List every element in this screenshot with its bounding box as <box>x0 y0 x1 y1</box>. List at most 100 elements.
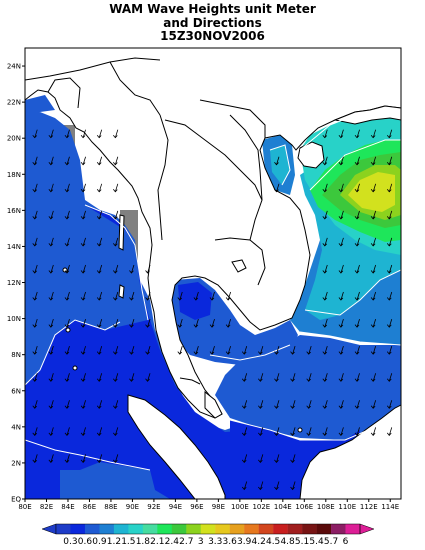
hainan-island <box>297 141 325 169</box>
colorbar-label: 0.9 <box>92 537 107 547</box>
direction-arrow <box>258 400 264 409</box>
direction-arrow <box>80 400 86 409</box>
direction-arrow <box>338 237 344 247</box>
direction-arrow <box>338 291 344 301</box>
direction-arrow <box>48 291 54 301</box>
colorbar-label: 3.6 <box>223 537 238 547</box>
map-frame <box>24 47 402 500</box>
x-tick-label: 86E <box>83 503 96 511</box>
gulf-of-tonkin-cyan-field <box>270 145 290 185</box>
x-tick-label: 106E <box>295 503 313 511</box>
colorbar-label: 2.7 <box>179 537 193 547</box>
direction-arrow <box>177 318 183 328</box>
direction-arrow <box>177 346 183 355</box>
direction-arrow <box>258 346 264 355</box>
direction-arrow <box>338 156 344 166</box>
direction-arrow <box>241 481 248 491</box>
direction-arrow <box>64 183 70 193</box>
direction-arrow <box>48 318 54 328</box>
wave-direction-arrows <box>32 129 393 491</box>
mainland-asia <box>25 48 401 419</box>
x-tick-label: 94E <box>169 503 182 511</box>
direction-arrow <box>80 210 86 220</box>
colorbar-swatch <box>229 524 245 534</box>
direction-arrow <box>354 400 360 409</box>
direction-arrow <box>386 129 393 139</box>
colorbar-label: 2.1 <box>150 537 164 547</box>
map-plot-area <box>25 48 401 499</box>
direction-arrow <box>290 346 296 355</box>
island-marker <box>65 327 71 333</box>
sumatra-island <box>127 394 226 499</box>
direction-arrow <box>386 237 393 247</box>
direction-arrow <box>274 454 280 464</box>
colorbar-swatch <box>345 524 361 534</box>
direction-arrow <box>241 373 248 382</box>
x-tick-label: 110E <box>338 503 356 511</box>
direction-arrow <box>80 183 86 193</box>
direction-arrow <box>80 156 86 166</box>
direction-arrow <box>64 156 70 166</box>
x-tick-label: 92E <box>147 503 160 511</box>
colorbar-label: 5.1 <box>295 537 309 547</box>
direction-arrow <box>129 346 135 355</box>
direction-arrow <box>338 427 344 436</box>
island-marker <box>72 365 78 371</box>
direction-arrow <box>48 373 54 382</box>
direction-arrow <box>129 291 135 301</box>
direction-arrow <box>32 346 38 355</box>
border-bangladesh <box>47 77 81 109</box>
colorbar-swatch <box>215 524 230 534</box>
direction-arrow <box>48 264 54 274</box>
contour-line <box>299 331 401 346</box>
direction-arrow <box>48 237 54 247</box>
direction-arrow <box>96 156 103 166</box>
direction-arrow <box>64 291 70 301</box>
direction-arrow <box>354 156 360 166</box>
direction-arrow <box>322 373 328 382</box>
direction-arrow <box>113 129 119 139</box>
northern-bay-field <box>25 95 55 118</box>
direction-arrow <box>338 210 344 220</box>
direction-arrow <box>64 346 70 355</box>
direction-arrow <box>113 210 119 220</box>
direction-arrow <box>80 373 86 382</box>
direction-arrow <box>96 373 103 382</box>
colorbar-swatch <box>157 524 173 534</box>
y-tick-label: 20N <box>7 135 21 143</box>
direction-arrow <box>370 346 377 355</box>
x-tick-label: 108E <box>317 503 335 511</box>
direction-arrow <box>274 156 280 166</box>
colorbar-label: 6 <box>343 537 349 547</box>
x-tick-label: 98E <box>212 503 225 511</box>
direction-arrow <box>386 264 393 274</box>
y-tick-label: 12N <box>7 279 21 287</box>
y-tick-label: 14N <box>7 243 21 251</box>
direction-arrow <box>80 291 86 301</box>
x-tick-label: 96E <box>190 503 203 511</box>
andaman-islands <box>118 214 125 251</box>
direction-arrow <box>354 210 360 220</box>
direction-arrow <box>354 373 360 382</box>
colorbar-label: 3.3 <box>208 537 222 547</box>
y-tick-label: 6N <box>11 387 21 395</box>
direction-arrow <box>274 481 280 491</box>
colorbar-swatch <box>186 524 201 534</box>
direction-arrow <box>354 318 360 328</box>
direction-arrow <box>64 237 70 247</box>
direction-arrow <box>96 454 103 464</box>
direction-arrow <box>145 346 151 355</box>
direction-arrow <box>322 156 328 166</box>
malay-peninsula-tip <box>204 390 223 419</box>
colorbar-label: 1.8 <box>136 537 151 547</box>
colorbar-swatch <box>99 524 115 534</box>
direction-arrow <box>370 237 377 247</box>
direction-arrow <box>32 291 38 301</box>
direction-arrow <box>48 183 54 193</box>
direction-arrow <box>386 373 393 382</box>
direction-arrow <box>322 400 328 409</box>
direction-arrow <box>96 210 103 220</box>
contour-line <box>304 269 401 316</box>
colorbar-swatch <box>258 524 274 534</box>
direction-arrow <box>48 210 54 220</box>
